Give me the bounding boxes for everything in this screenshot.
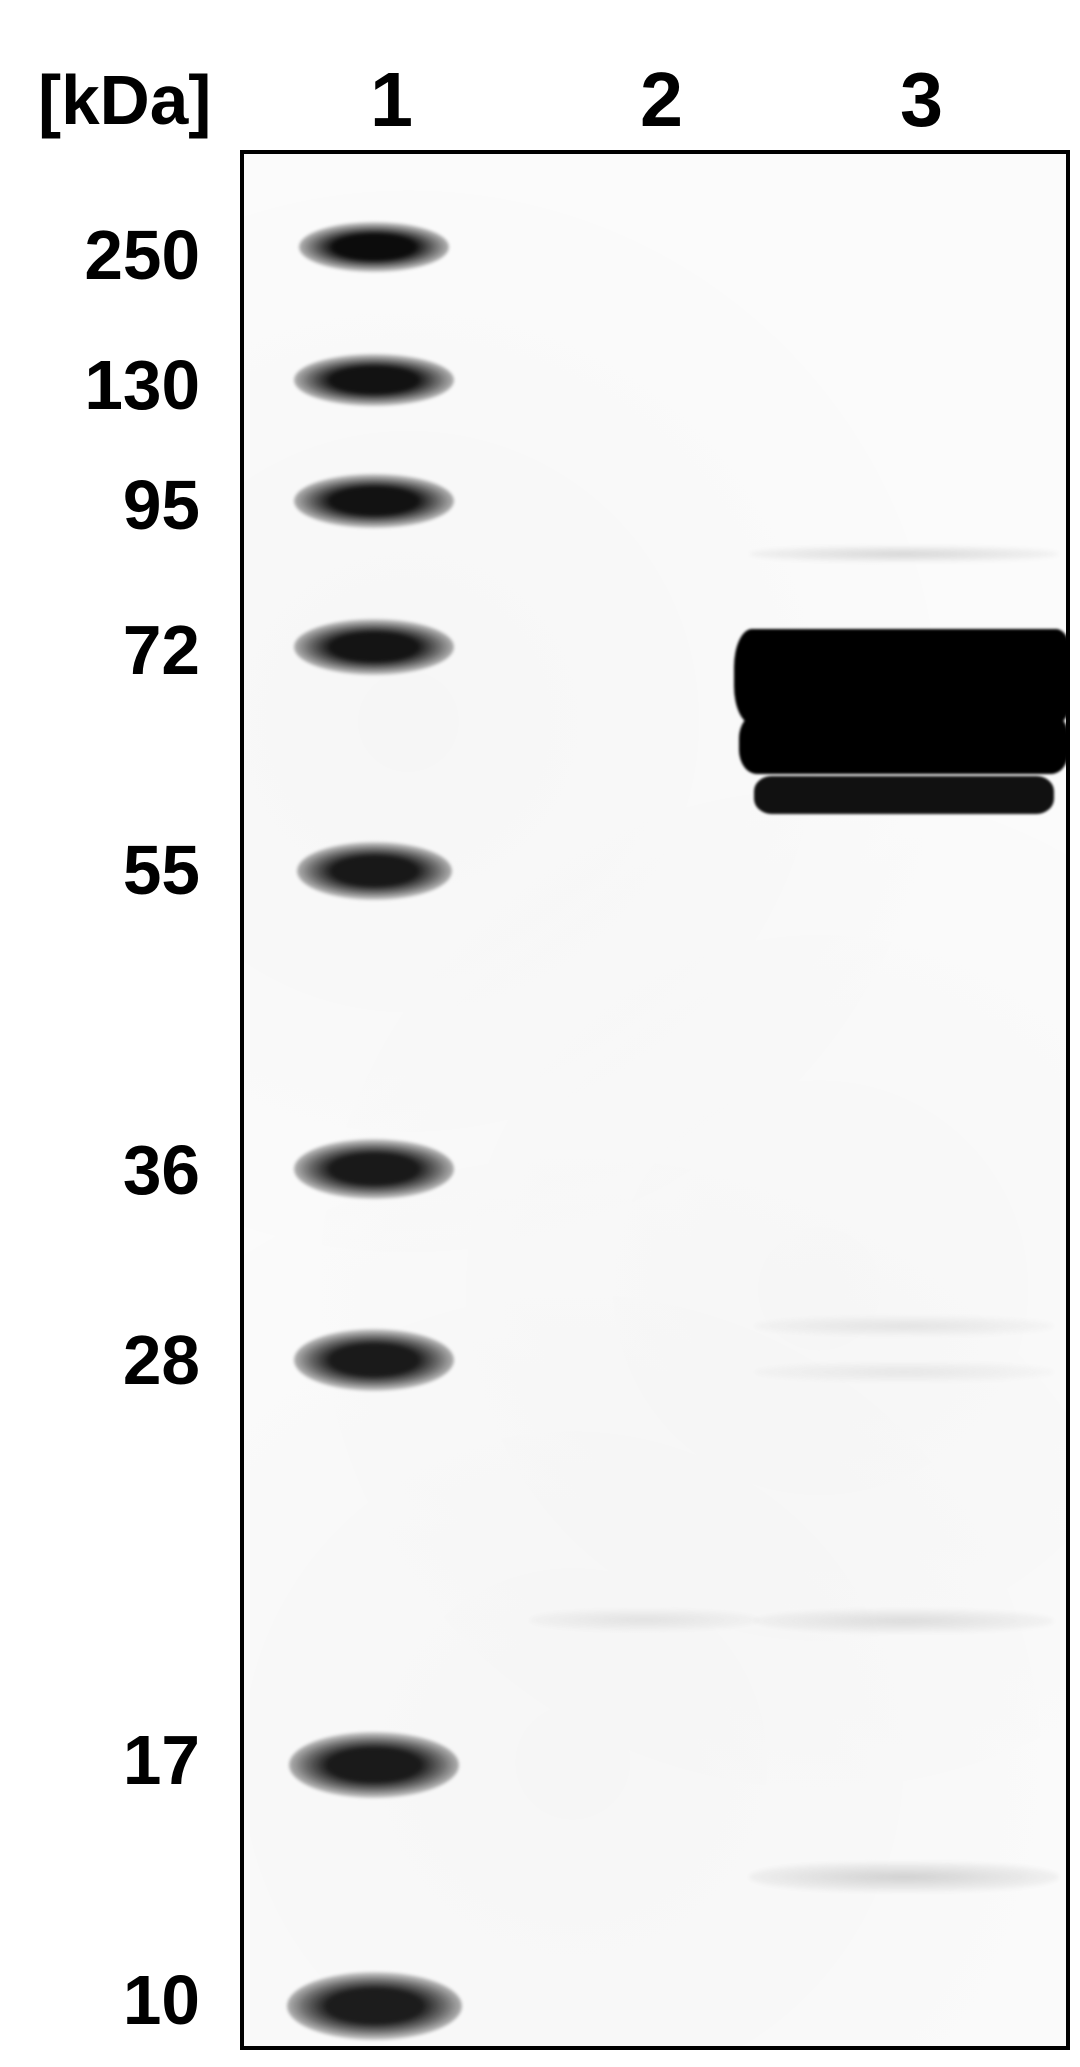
lane3-band bbox=[739, 714, 1069, 774]
blot-membrane bbox=[240, 150, 1070, 2050]
mw-label-28: 28 bbox=[60, 1320, 200, 1400]
mw-label-10: 10 bbox=[60, 1960, 200, 2040]
mw-label-95: 95 bbox=[60, 465, 200, 545]
western-blot-figure: [kDa] 1 2 3 250 130 95 72 55 36 28 17 10 bbox=[0, 0, 1080, 2067]
ladder-band bbox=[299, 222, 449, 272]
lane-header-2: 2 bbox=[640, 56, 683, 145]
mw-label-36: 36 bbox=[60, 1130, 200, 1210]
ladder-band bbox=[289, 1732, 459, 1798]
lane3-band bbox=[754, 1362, 1054, 1382]
lane3-band bbox=[749, 546, 1059, 562]
lane-header-3: 3 bbox=[900, 56, 943, 145]
kda-unit-label: [kDa] bbox=[38, 60, 211, 140]
ladder-band bbox=[297, 842, 452, 900]
ladder-band bbox=[294, 1139, 454, 1199]
mw-label-250: 250 bbox=[60, 215, 200, 295]
ladder-band bbox=[294, 1329, 454, 1391]
lane-header-1: 1 bbox=[370, 56, 413, 145]
ladder-band bbox=[294, 354, 454, 406]
lane3-band bbox=[749, 1862, 1059, 1892]
ladder-band bbox=[294, 474, 454, 528]
mw-label-130: 130 bbox=[60, 345, 200, 425]
mw-label-55: 55 bbox=[60, 830, 200, 910]
lane3-band bbox=[734, 629, 1070, 724]
lane3-band bbox=[754, 776, 1054, 814]
ladder-band bbox=[294, 619, 454, 675]
mw-label-17: 17 bbox=[60, 1720, 200, 1800]
ladder-band bbox=[287, 1972, 462, 2040]
lane3-band bbox=[754, 1316, 1054, 1336]
lane3-band bbox=[754, 1609, 1054, 1633]
mw-label-72: 72 bbox=[60, 610, 200, 690]
lane2-band bbox=[529, 1609, 759, 1631]
